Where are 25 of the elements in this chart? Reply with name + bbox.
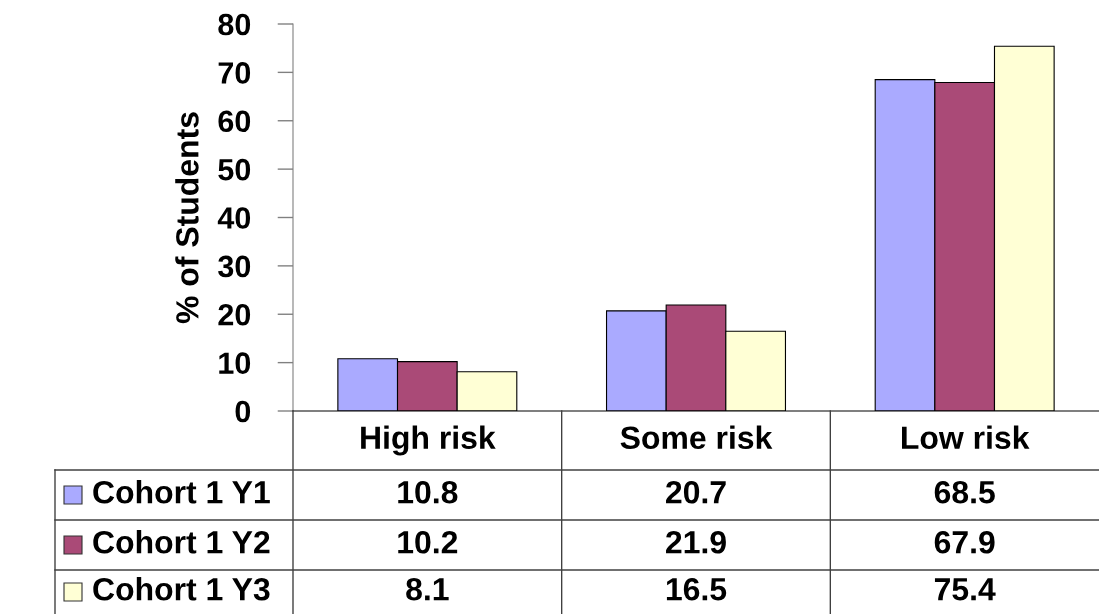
data-label: 67.9 — [934, 530, 995, 554]
y-tick-label: 70 — [218, 62, 251, 84]
y-tick-label: 40 — [217, 207, 251, 229]
legend-label: Cohort 1 Y3 — [93, 577, 270, 601]
x-tick-label: Low risk — [902, 425, 1030, 450]
data-label: 10.2 — [398, 530, 458, 554]
y-tick-label: 10 — [219, 352, 251, 374]
data-label: 10.8 — [398, 480, 458, 504]
data-label: 16.5 — [666, 577, 727, 601]
legend-label: Cohort 1 Y2 — [93, 530, 270, 554]
x-tick-label: High risk — [361, 425, 496, 456]
data-label: 68.5 — [934, 480, 995, 504]
y-axis-title: % of Students — [175, 112, 199, 324]
y-tick-label: 50 — [218, 158, 251, 181]
y-tick-label: 80 — [218, 13, 251, 36]
y-tick-label: 30 — [218, 255, 251, 278]
data-label: 75.4 — [934, 578, 996, 601]
y-tick-label: 60 — [218, 110, 251, 133]
legend-label: Cohort 1 Y1 — [93, 480, 270, 504]
data-label: 21.9 — [666, 530, 726, 554]
y-tick-label: 20 — [218, 303, 251, 326]
x-tick-label: Some risk — [620, 425, 773, 450]
y-tick-label: 0 — [235, 400, 251, 423]
data-label: 20.7 — [666, 480, 726, 504]
data-label: 8.1 — [406, 577, 449, 601]
